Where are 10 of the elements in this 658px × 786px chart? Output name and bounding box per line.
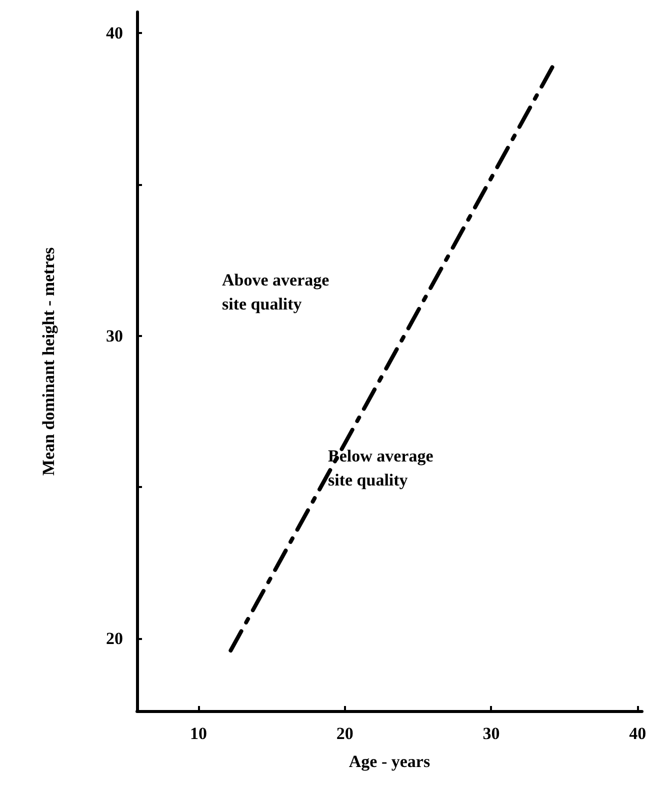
y-tick-label: 20: [106, 628, 123, 648]
x-tick-label: 30: [482, 724, 500, 743]
y-axis-title: Mean dominant height - metres: [39, 247, 58, 476]
y-tick-label: 40: [106, 24, 123, 43]
x-tick-label: 20: [336, 724, 354, 743]
y-tick-label: 30: [106, 326, 123, 346]
x-tick-label: 40: [629, 724, 646, 743]
x-axis-title: Age - years: [348, 752, 430, 771]
x-tick-label: 10: [190, 724, 207, 743]
annotation: Above average site quality: [222, 270, 330, 314]
